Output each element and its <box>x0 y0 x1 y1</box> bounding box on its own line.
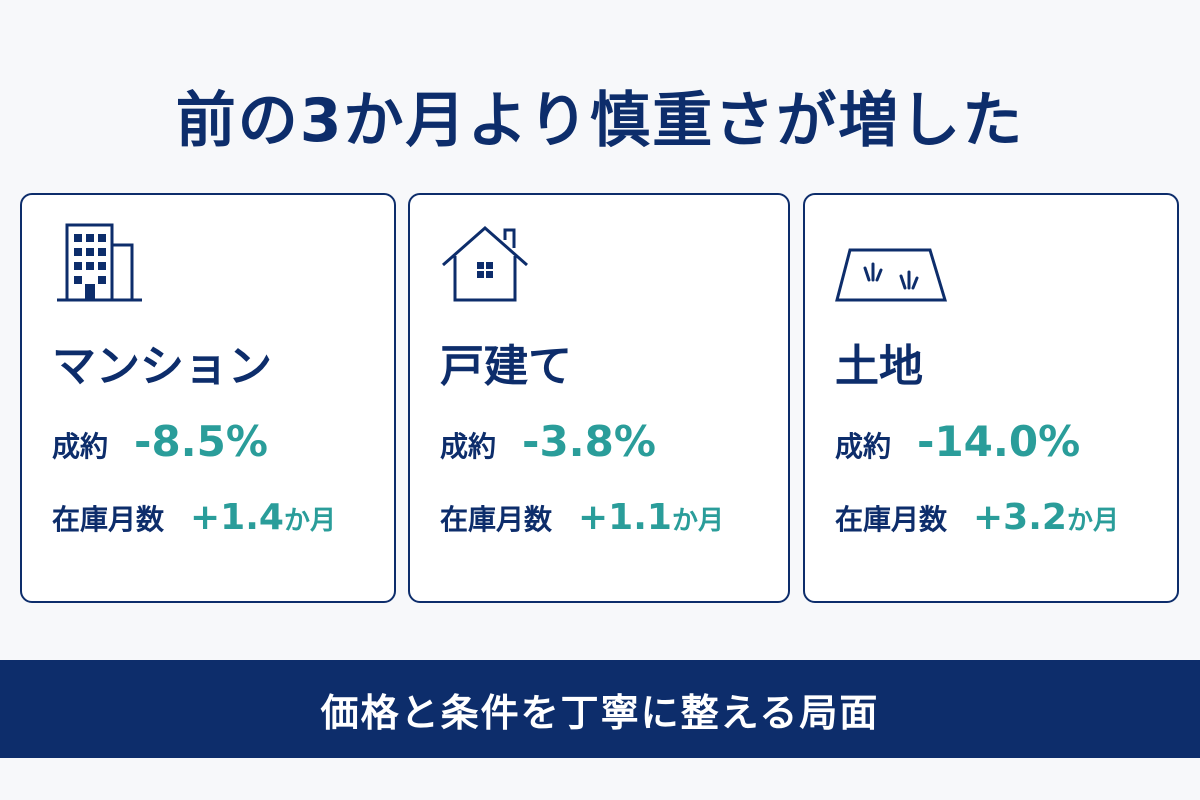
value: -14.0% <box>917 417 1081 466</box>
value: +1.4 <box>190 497 284 538</box>
card: 土地 成約 -14.0% 在庫月数 +3.2か月 <box>803 193 1179 603</box>
footer-banner: 価格と条件を丁寧に整える局面 <box>0 660 1200 758</box>
value: +3.2 <box>973 497 1067 538</box>
card-name: マンション <box>52 341 272 392</box>
card: 戸建て 成約 -3.8% 在庫月数 +1.1か月 <box>408 193 790 603</box>
unit: か月 <box>1066 506 1119 536</box>
label: 成約 <box>835 430 892 463</box>
title: 前の3か月より慎重さが増した <box>175 86 1025 156</box>
label: 成約 <box>440 430 497 463</box>
house-icon <box>442 226 528 302</box>
unit: か月 <box>283 506 336 536</box>
label: 在庫月数 <box>835 503 948 536</box>
card-name: 戸建て <box>440 341 572 392</box>
card: マンション 成約 -8.5% 在庫月数 +1.4か月 <box>20 193 396 603</box>
label: 在庫月数 <box>440 503 553 536</box>
unit: か月 <box>671 506 724 536</box>
value: -3.8% <box>522 417 656 466</box>
value: +1.1 <box>578 497 672 538</box>
label: 成約 <box>52 430 109 463</box>
land-icon <box>835 248 948 302</box>
label: 在庫月数 <box>52 503 165 536</box>
card-name: 土地 <box>835 341 923 392</box>
building-icon <box>57 223 142 302</box>
footer-text: 価格と条件を丁寧に整える局面 <box>320 690 880 735</box>
value: -8.5% <box>134 417 268 466</box>
